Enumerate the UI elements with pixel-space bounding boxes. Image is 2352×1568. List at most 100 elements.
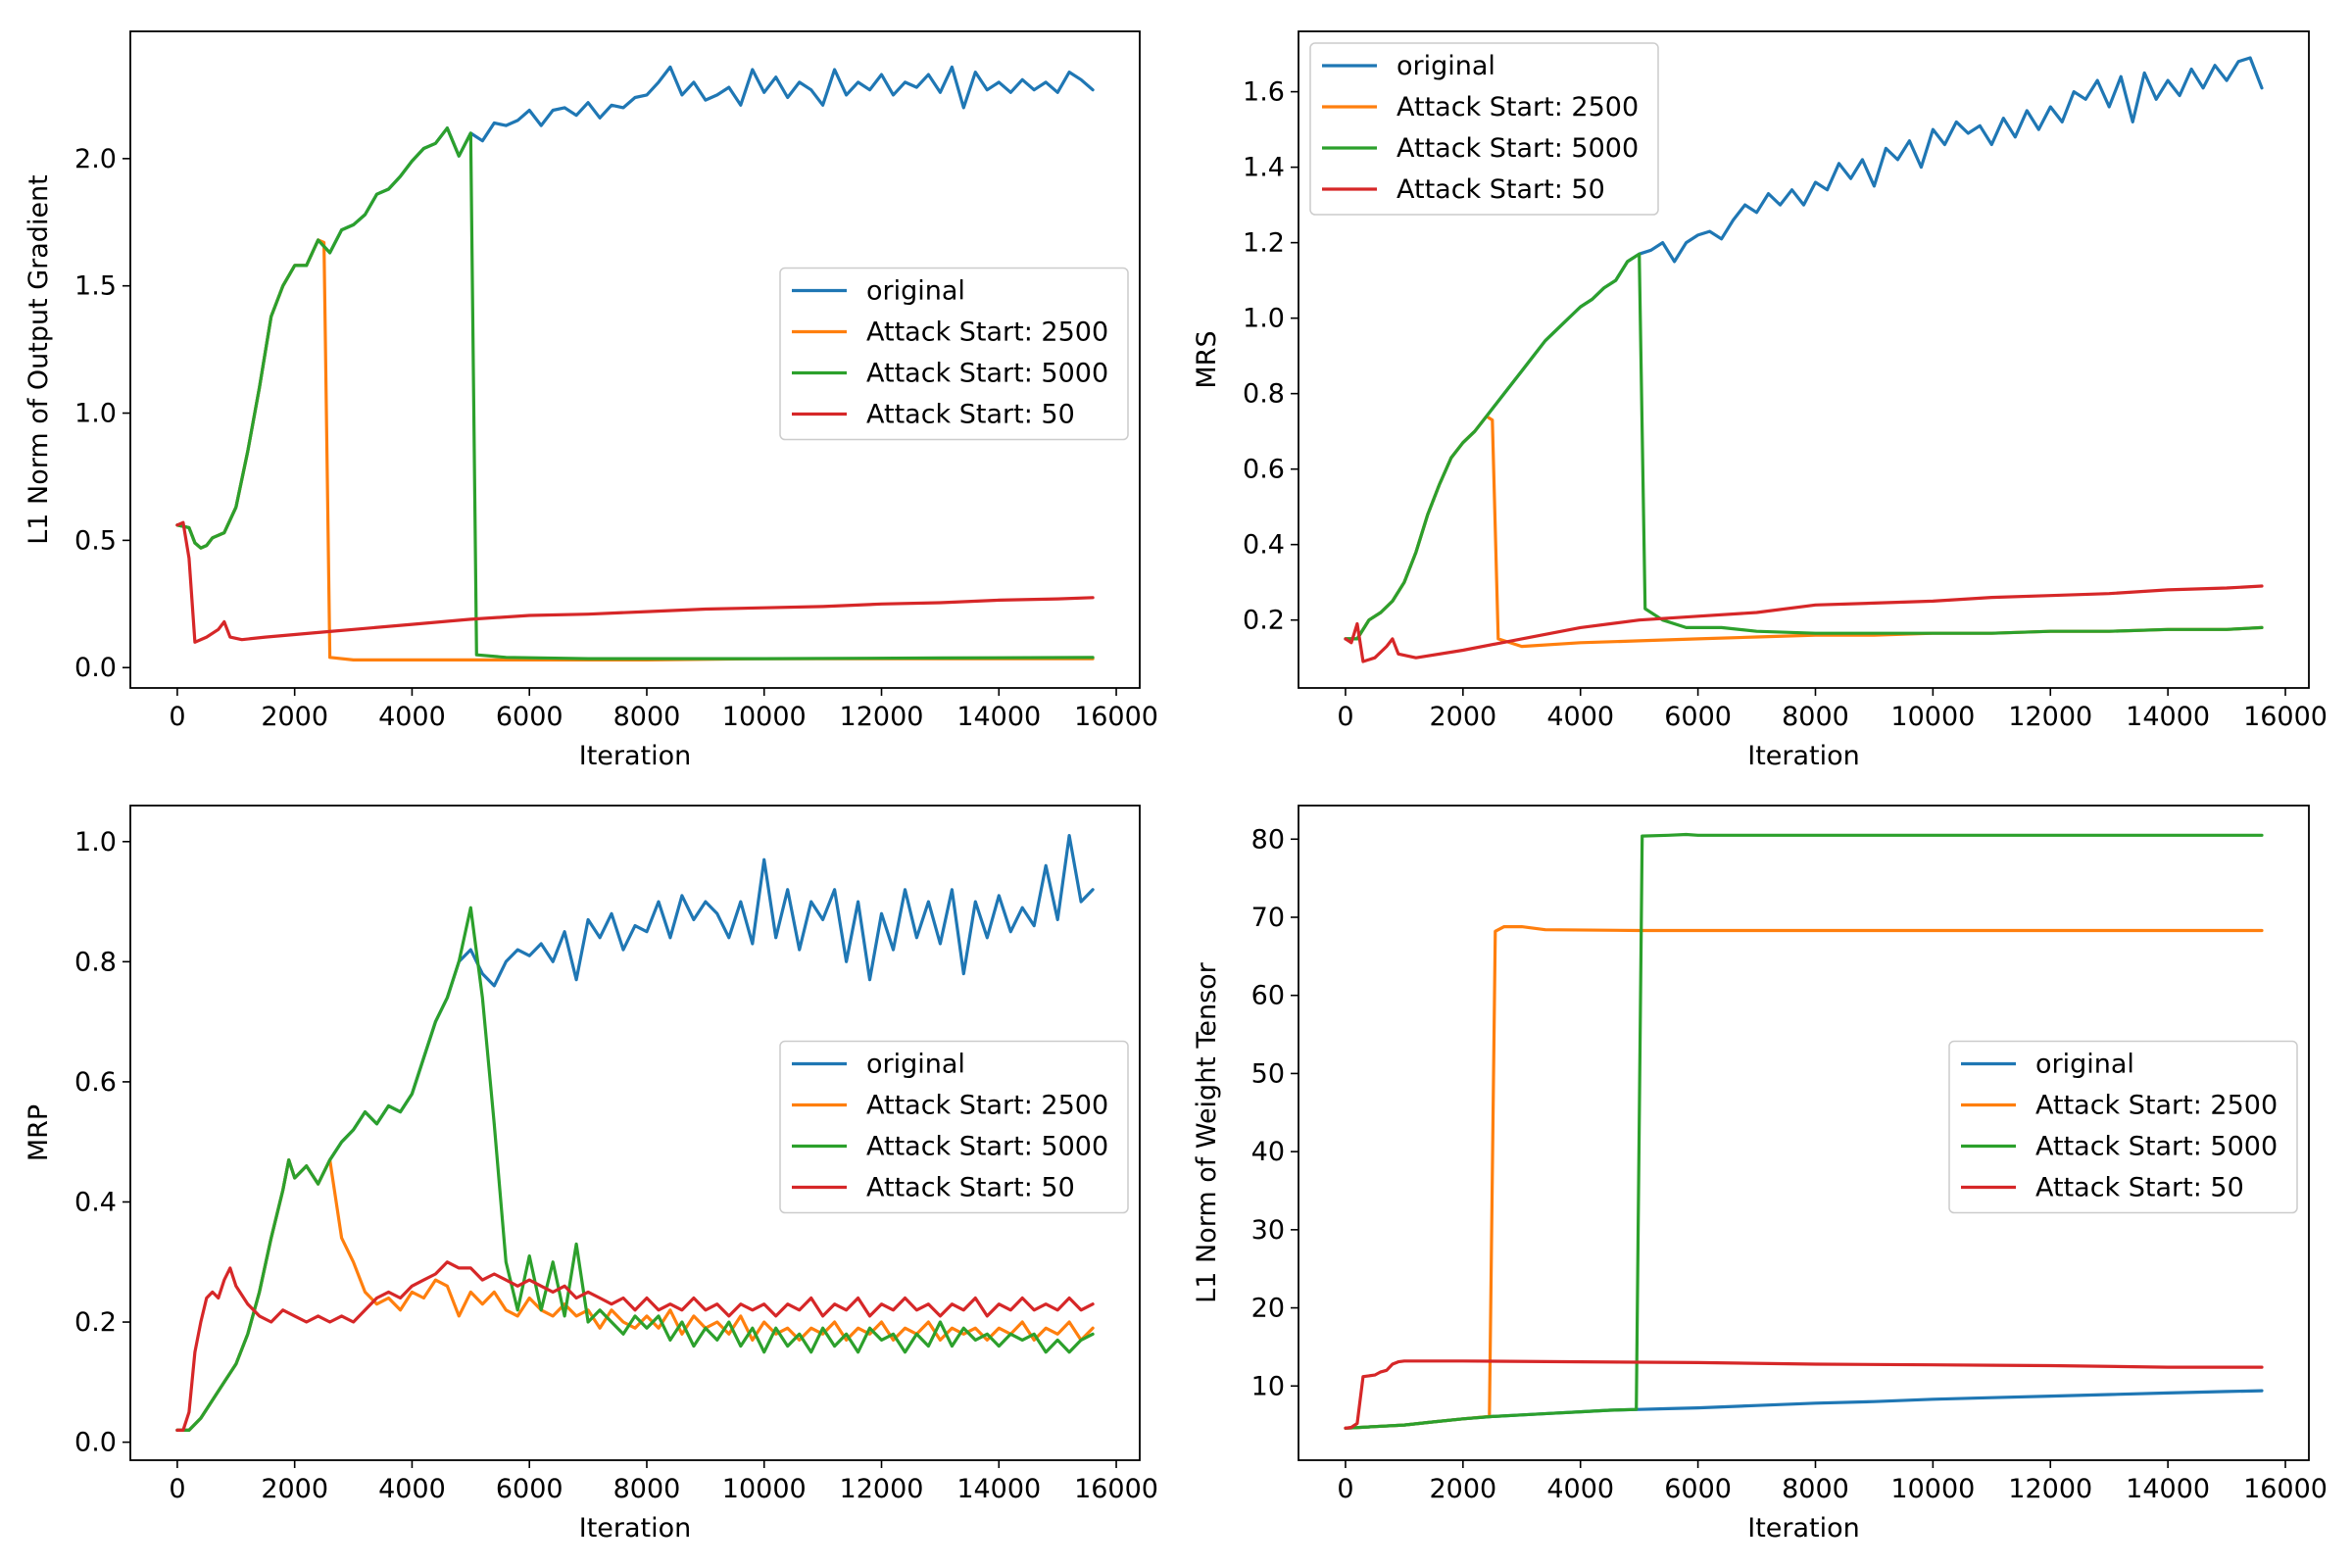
y-tick-label: 0.5 (74, 525, 117, 556)
subplot-3: 0 2000 4000 6000 8000 10000 12000 14000 16000 0.0… (24, 805, 1158, 1544)
x-tick-label: 0 (1337, 702, 1353, 732)
series-line-attack-5000 (1344, 832, 2264, 1430)
x-tick-label: 8000 (1782, 1474, 1849, 1504)
legend-label: Attack Start: 50 (1396, 174, 1605, 205)
x-tick-label: 4000 (378, 702, 446, 732)
y-tick-label: 0.0 (74, 653, 117, 683)
legend: original Attack Start: 2500 Attack Start: … (1309, 42, 1659, 216)
x-tick-label: 6000 (1664, 1474, 1732, 1504)
plot-frame (1298, 805, 2310, 1461)
y-tick-label: 0.6 (74, 1067, 117, 1098)
subplot-2: 0 2000 4000 6000 8000 10000 12000 14000 16000 0.2… (1192, 30, 2328, 771)
x-tick-label: 6000 (1664, 702, 1732, 732)
x-tick-label: 4000 (378, 1474, 446, 1504)
plot-frame (1298, 30, 2310, 689)
legend-label: Attack Start: 50 (2035, 1173, 2244, 1203)
x-tick-label: 16000 (1074, 1474, 1158, 1504)
legend: original Attack Start: 2500 Attack Start: … (1948, 1040, 2298, 1214)
x-tick-label: 10000 (1890, 1474, 1975, 1504)
legend-label: original (2035, 1050, 2134, 1080)
x-tick-label: 8000 (613, 1474, 681, 1504)
legend-label: Attack Start: 2500 (866, 1091, 1108, 1121)
legend-label: Attack Start: 50 (866, 1173, 1075, 1203)
series-line-attack-5000 (175, 906, 1095, 1432)
x-tick-label: 12000 (840, 1474, 924, 1504)
y-tick-label: 1.5 (74, 271, 117, 302)
x-tick-label: 14000 (2126, 702, 2210, 732)
series-line-attack-5000 (1344, 252, 2264, 641)
x-tick-label: 2000 (1429, 1474, 1496, 1504)
legend-label: Attack Start: 2500 (866, 318, 1108, 348)
series-line-attack-5000 (175, 126, 1095, 661)
legend: original Attack Start: 2500 Attack Start: … (779, 1040, 1129, 1214)
y-tick-label: 1.0 (74, 399, 117, 429)
legend-label: Attack Start: 5000 (866, 1132, 1108, 1162)
x-tick-label: 2000 (261, 1474, 328, 1504)
x-tick-label: 0 (169, 702, 185, 732)
legend-box (1948, 1040, 2298, 1214)
x-tick-label: 6000 (496, 702, 564, 732)
x-axis-label: Iteration (1747, 741, 1860, 771)
legend-label: Attack Start: 2500 (2035, 1091, 2278, 1121)
legend-label: original (866, 1050, 965, 1080)
x-axis-label: Iteration (579, 741, 692, 771)
legend-label: Attack Start: 5000 (866, 359, 1108, 389)
x-tick-label: 10000 (722, 702, 807, 732)
y-tick-label: 2.0 (74, 144, 117, 174)
x-tick-label: 12000 (840, 702, 924, 732)
x-tick-label: 10000 (1890, 702, 1975, 732)
y-tick-label: 1.0 (1243, 304, 1285, 334)
x-tick-label: 16000 (2243, 1474, 2328, 1504)
x-tick-label: 0 (169, 1474, 185, 1504)
x-tick-label: 8000 (613, 702, 681, 732)
legend-box (779, 267, 1129, 441)
y-tick-label: 1.4 (1243, 153, 1285, 183)
x-tick-label: 14000 (2126, 1474, 2210, 1504)
legend-label: Attack Start: 2500 (1396, 92, 1639, 122)
y-tick-label: 1.6 (1243, 77, 1285, 108)
x-tick-label: 14000 (956, 702, 1041, 732)
y-tick-label: 0.2 (74, 1307, 117, 1338)
y-axis-label: MRP (24, 1104, 54, 1161)
plot-frame (129, 30, 1141, 689)
legend-label: Attack Start: 50 (866, 400, 1075, 430)
legend-box (1309, 42, 1659, 216)
x-tick-label: 12000 (2008, 702, 2092, 732)
y-tick-label: 70 (1251, 903, 1285, 933)
y-tick-label: 80 (1251, 824, 1285, 855)
series-line-attack-50 (1344, 584, 2264, 663)
legend-label: original (866, 276, 965, 307)
y-axis-label: L1 Norm of Weight Tensor (1192, 961, 1222, 1302)
y-tick-label: 1.2 (1243, 228, 1285, 259)
series-line-attack-50 (1344, 1359, 2264, 1430)
x-tick-label: 10000 (722, 1474, 807, 1504)
series-line-attack-50 (175, 1260, 1095, 1432)
legend-box (779, 1040, 1129, 1214)
y-tick-label: 30 (1251, 1215, 1285, 1246)
y-tick-label: 0.8 (74, 947, 117, 977)
x-tick-label: 16000 (2243, 702, 2328, 732)
x-axis-label: Iteration (1747, 1513, 1860, 1544)
x-tick-label: 4000 (1546, 1474, 1614, 1504)
y-tick-label: 40 (1251, 1137, 1285, 1167)
y-tick-label: 0.6 (1243, 455, 1285, 485)
legend-label: Attack Start: 5000 (2035, 1132, 2278, 1162)
y-axis-label: L1 Norm of Output Gradient (24, 174, 54, 545)
y-tick-label: 60 (1251, 981, 1285, 1011)
series-line-attack-50 (175, 520, 1095, 644)
legend-label: Attack Start: 5000 (1396, 133, 1639, 164)
x-tick-label: 14000 (956, 1474, 1041, 1504)
x-tick-label: 4000 (1546, 702, 1614, 732)
x-tick-label: 2000 (1429, 702, 1496, 732)
subplot-4: 0 2000 4000 6000 8000 10000 12000 14000 16000 10 2… (1192, 805, 2328, 1544)
y-tick-label: 0.4 (1243, 530, 1285, 561)
y-tick-label: 0.4 (74, 1187, 117, 1217)
y-tick-label: 1.0 (74, 827, 117, 858)
legend-label: original (1396, 51, 1495, 81)
y-tick-label: 50 (1251, 1058, 1285, 1089)
y-tick-label: 10 (1251, 1371, 1285, 1401)
y-tick-label: 0.2 (1243, 606, 1285, 636)
x-tick-label: 8000 (1782, 702, 1849, 732)
